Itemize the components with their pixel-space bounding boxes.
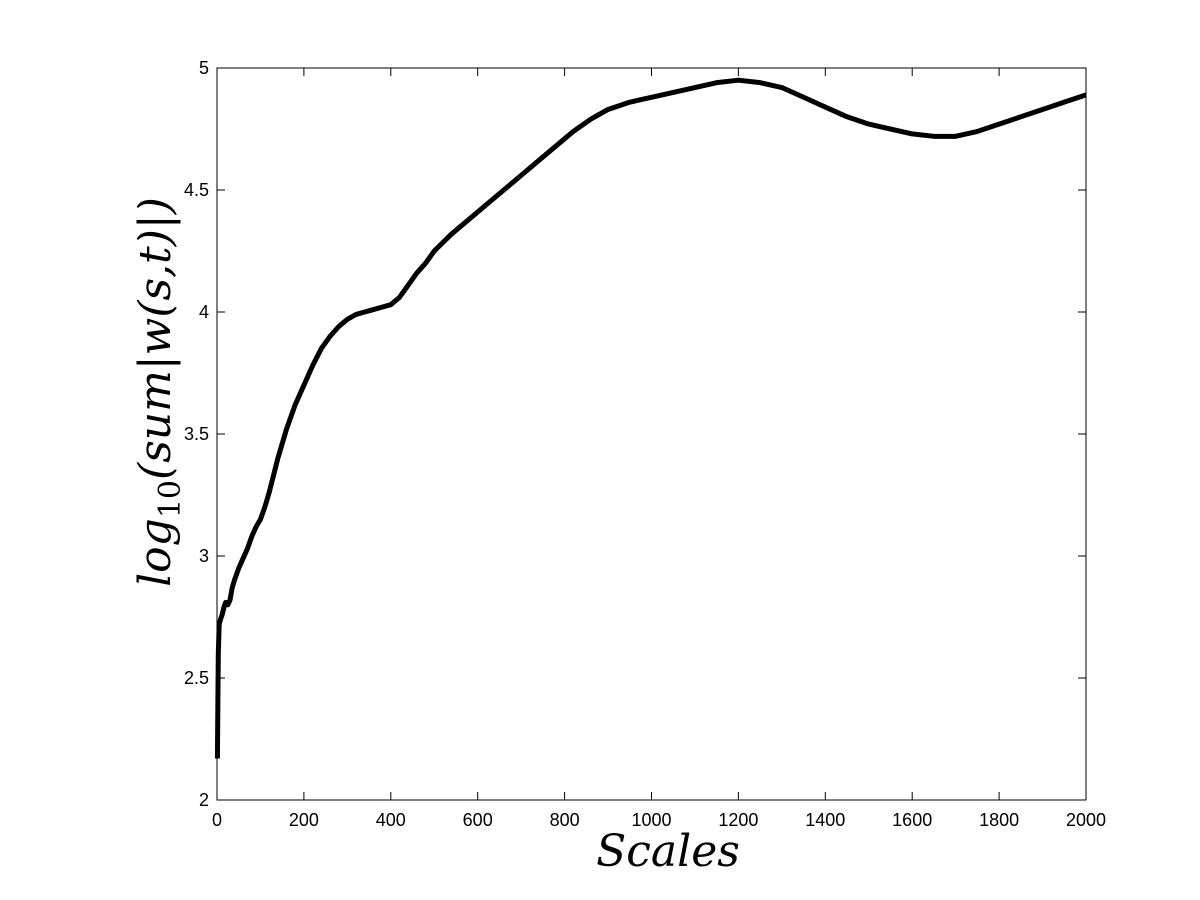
y-tick-label: 3 [199, 546, 209, 566]
plot-area [217, 68, 1086, 800]
y-tick-label: 2 [199, 790, 209, 810]
y-axis-label: log10(sum|w(s,t)|) [130, 197, 188, 587]
line-layer [214, 77, 1087, 759]
x-tick-label: 600 [463, 810, 493, 830]
axes-box [216, 67, 1087, 801]
y-tick-label: 4.5 [184, 180, 209, 200]
y-tick-label: 2.5 [184, 668, 209, 688]
x-tick-label: 1000 [631, 810, 671, 830]
svg-text:log10(sum|w(s,t)|): log10(sum|w(s,t)|) [130, 197, 188, 587]
x-tick-label: 0 [212, 810, 222, 830]
y-label-subscript: 10 [153, 480, 188, 518]
x-tick-label: 200 [289, 810, 319, 830]
x-tick-label: 1400 [805, 810, 845, 830]
x-tick-label: 1600 [892, 810, 932, 830]
x-tick-label: 2000 [1066, 810, 1106, 830]
ticks-layer: 0 200 400 600 800 1000 1200 1400 1600 1800 2000 2 2.… [184, 58, 1106, 830]
y-tick-label: 4 [199, 302, 209, 322]
x-axis-label: Scales [596, 826, 740, 877]
x-tick-label: 1200 [718, 810, 758, 830]
y-tick-label: 3.5 [184, 424, 209, 444]
y-label-rest: (sum|w(s,t)|) [130, 197, 181, 480]
y-tick-label: 5 [199, 58, 209, 78]
y-label-main: log [130, 518, 181, 587]
x-tick-label: 1800 [979, 810, 1019, 830]
x-tick-label: 800 [550, 810, 580, 830]
series-line [214, 77, 1087, 759]
x-tick-label: 400 [376, 810, 406, 830]
